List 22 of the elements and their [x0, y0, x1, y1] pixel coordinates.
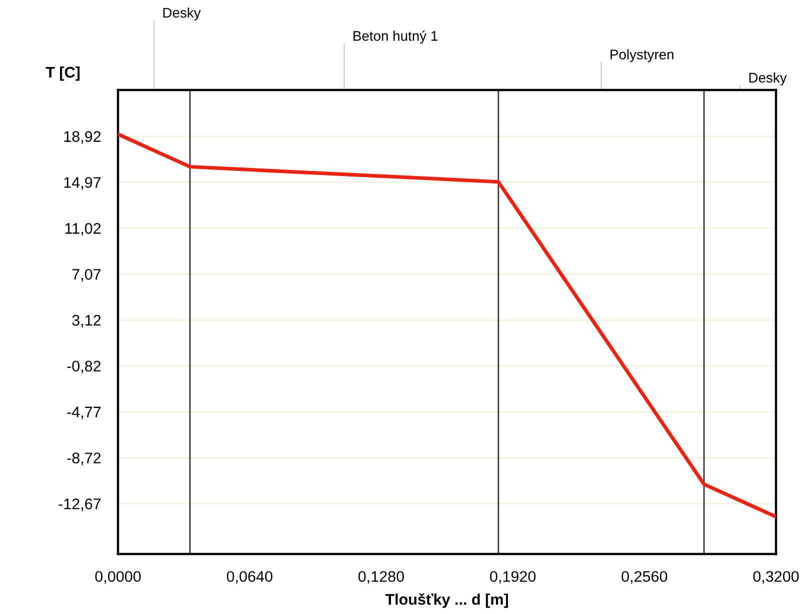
x-tick-label: 0,1920	[490, 571, 536, 584]
y-tick-label: -0,82	[67, 360, 101, 374]
y-tick-label: 3,12	[72, 314, 101, 328]
y-tick-label: 14,97	[64, 177, 101, 190]
y-tick-label: 7,07	[72, 268, 101, 282]
x-tick-label: 0,3200	[753, 571, 799, 584]
text: Desky	[163, 7, 201, 20]
line-series	[118, 132, 776, 519]
y-tick-label: -12,67	[58, 498, 101, 512]
y-tick-label: -4,77	[67, 406, 101, 420]
text: Desky	[749, 72, 787, 86]
text: Polystyren	[610, 49, 674, 62]
x-tick-label: 0,0640	[226, 571, 272, 584]
y-tick-label: 11,02	[65, 223, 101, 236]
x-tick-label: 0,0000	[95, 571, 141, 584]
y-tick-label: 18,92	[64, 131, 101, 144]
x-tick-label: 0,2560	[622, 571, 668, 584]
y-tick-label: -8,72	[67, 452, 101, 466]
y-axis-title: T [C]	[46, 66, 80, 81]
x-tick-label: 0,1280	[358, 571, 404, 584]
text: Beton hutný 1	[354, 30, 438, 44]
x-axis-title: Tloušťky ... d [m]	[385, 593, 508, 608]
